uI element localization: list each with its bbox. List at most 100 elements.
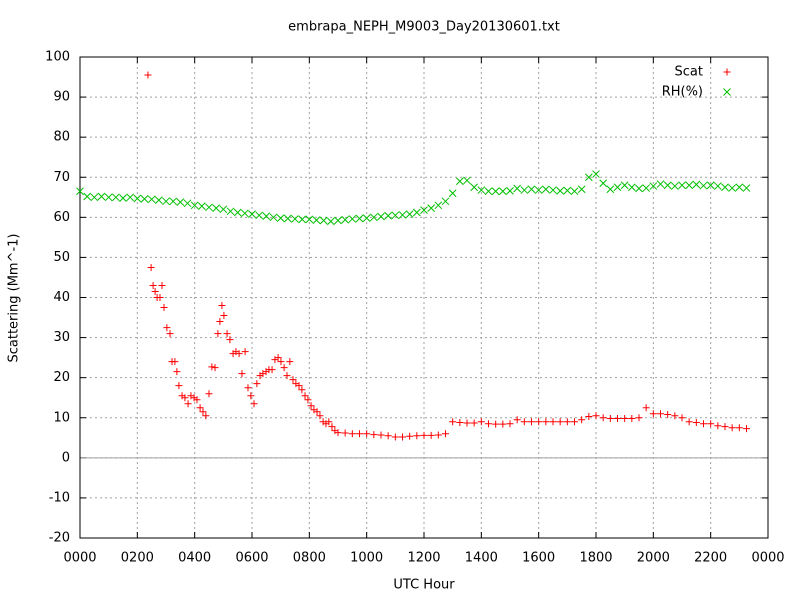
data-point [226, 207, 235, 216]
y-tick-label: 60 [53, 210, 70, 225]
data-point [455, 177, 464, 186]
data-point [484, 187, 493, 196]
data-point [211, 364, 219, 372]
data-point [140, 195, 149, 203]
data-point [356, 430, 363, 438]
data-point [700, 420, 707, 428]
data-point [184, 400, 192, 408]
data-point [592, 170, 600, 178]
data-point [642, 184, 651, 192]
data-point [151, 287, 159, 295]
data-point [190, 201, 199, 210]
data-point [671, 412, 679, 420]
data-point [226, 336, 234, 344]
data-point [621, 415, 629, 423]
data-point [295, 382, 303, 390]
y-tick-label: -10 [49, 490, 70, 505]
data-point [363, 430, 371, 438]
data-point [286, 358, 294, 366]
data-point [571, 418, 578, 426]
data-point [649, 182, 658, 190]
data-point [244, 384, 252, 392]
data-point [706, 181, 715, 190]
data-point [208, 363, 216, 371]
x-tick-label: 0400 [178, 551, 211, 566]
data-point [685, 181, 694, 190]
data-point [250, 400, 258, 408]
data-point [183, 199, 192, 208]
data-point [614, 415, 621, 423]
data-point [405, 210, 414, 218]
data-point [220, 312, 228, 320]
data-point [202, 412, 210, 420]
data-point [563, 418, 571, 426]
data-point [613, 183, 622, 192]
data-point [255, 211, 264, 220]
data-point [219, 205, 228, 214]
data-point [176, 198, 185, 206]
data-point [399, 433, 406, 441]
x-tick-label: 2200 [694, 551, 727, 566]
data-point [147, 263, 155, 271]
data-point [541, 185, 550, 194]
data-point [728, 184, 737, 192]
data-point [442, 430, 449, 438]
data-point [307, 402, 315, 410]
data-point [181, 394, 189, 402]
data-point [119, 194, 127, 202]
data-point [268, 366, 276, 374]
x-axis-label: UTC Hour [393, 578, 455, 593]
data-point [456, 419, 464, 427]
x-tick-label: 1000 [350, 551, 383, 566]
data-point [173, 368, 181, 376]
data-point [513, 184, 522, 193]
data-point [90, 193, 99, 202]
y-tick-label: 50 [53, 250, 70, 265]
y-tick-label: 80 [53, 130, 70, 145]
data-point [262, 212, 271, 220]
data-point [223, 330, 231, 338]
data-point [721, 423, 729, 431]
data-point [441, 197, 450, 206]
data-point [97, 192, 106, 201]
data-point [656, 180, 665, 188]
data-point [325, 418, 333, 426]
data-point [721, 183, 729, 192]
data-point [111, 193, 120, 202]
data-point [735, 424, 743, 432]
data-point [248, 210, 256, 218]
legend-marker [723, 68, 731, 76]
data-point [312, 216, 321, 224]
data-point [642, 404, 650, 412]
data-point [193, 396, 201, 404]
data-point [240, 209, 249, 218]
data-point [341, 215, 350, 224]
data-point [463, 419, 471, 427]
data-point [154, 196, 163, 204]
data-point [520, 418, 528, 426]
data-point [577, 185, 586, 194]
data-point [276, 214, 285, 222]
y-tick-label: 40 [53, 290, 70, 305]
data-point [491, 187, 500, 196]
data-point [212, 204, 221, 212]
data-point [369, 213, 378, 222]
data-point [301, 392, 309, 400]
data-point [162, 197, 170, 206]
data-point [144, 71, 152, 79]
data-point [707, 420, 715, 428]
data-point [341, 429, 349, 437]
data-point [406, 432, 414, 440]
data-point [241, 348, 249, 356]
data-point [269, 213, 278, 222]
data-point [304, 396, 312, 404]
data-point [499, 420, 507, 428]
data-point [291, 215, 299, 223]
data-point [599, 179, 608, 188]
data-point [334, 216, 342, 225]
data-point [334, 429, 342, 437]
data-point [214, 330, 222, 338]
legend-label: Scat [675, 65, 703, 80]
data-point [664, 411, 672, 419]
